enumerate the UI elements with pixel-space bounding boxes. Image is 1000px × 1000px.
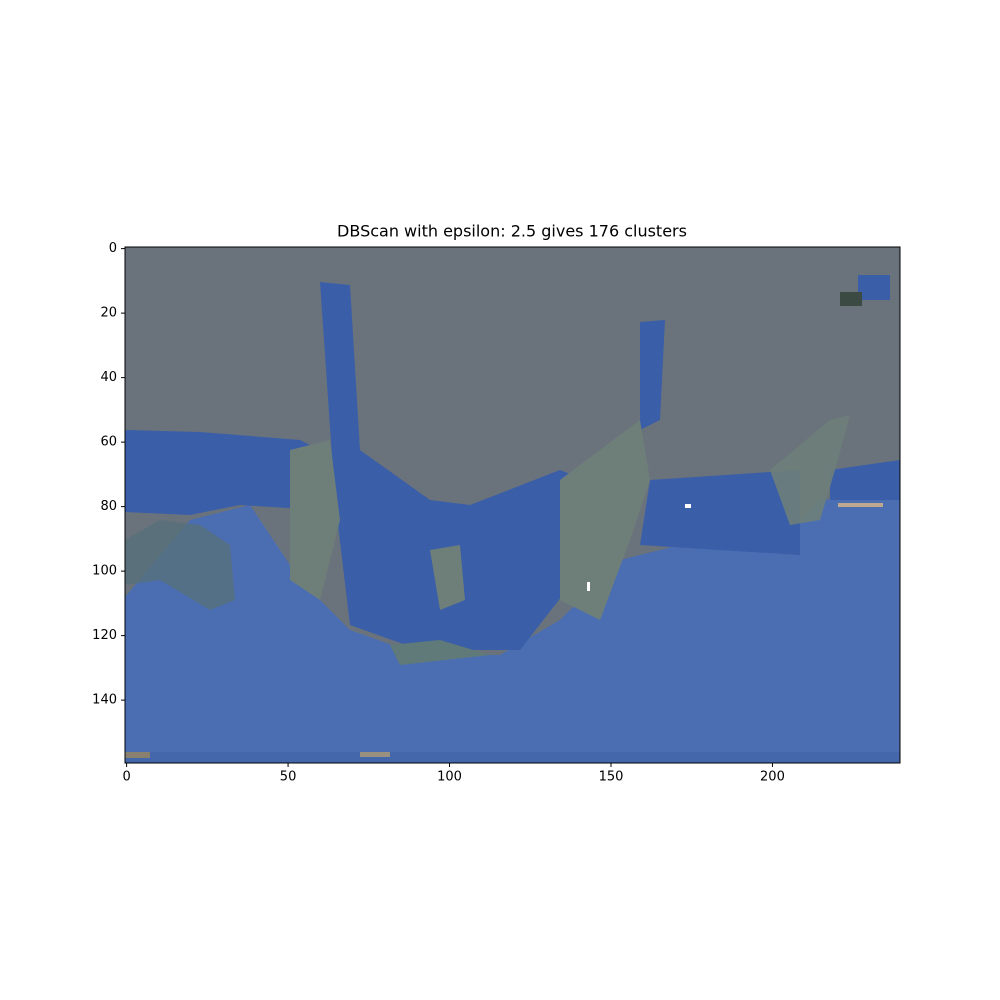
- y-tick-label: 100: [92, 564, 117, 579]
- image-region: [770, 415, 850, 525]
- x-tick-label: 100: [437, 770, 462, 785]
- image-region: [640, 320, 665, 430]
- y-tick-label: 20: [100, 306, 117, 321]
- image-region: [125, 495, 900, 763]
- image-region: [685, 504, 691, 508]
- y-tick-label: 40: [100, 370, 117, 385]
- y-tick-label: 120: [92, 628, 117, 643]
- image-region: [640, 470, 800, 555]
- image-region: [390, 640, 490, 665]
- image-region: [840, 292, 862, 306]
- x-tick-label: 200: [760, 770, 785, 785]
- y-tick-label: 60: [100, 435, 117, 450]
- image-region: [858, 275, 890, 300]
- image-region: [560, 420, 650, 620]
- image-region: [830, 460, 900, 500]
- x-tick-label: 150: [599, 770, 624, 785]
- image-region: [125, 752, 900, 763]
- chart-title: DBScan with epsilon: 2.5 gives 176 clust…: [337, 222, 687, 241]
- x-tick-label: 0: [122, 770, 130, 785]
- image-region: [430, 545, 465, 610]
- y-tick-label: 140: [92, 693, 117, 708]
- plot-frame: [124, 246, 901, 764]
- image-region: [290, 440, 340, 600]
- y-tick-label: 0: [109, 241, 117, 256]
- image-region: [587, 582, 590, 591]
- image-region: [320, 282, 610, 650]
- image-region: [360, 752, 390, 757]
- x-tick-label: 50: [280, 770, 297, 785]
- image-region: [125, 430, 320, 515]
- cluster-image: [125, 247, 900, 763]
- image-region: [125, 752, 150, 758]
- y-tick-label: 80: [100, 499, 117, 514]
- image-region: [125, 520, 235, 610]
- image-region: [838, 503, 883, 507]
